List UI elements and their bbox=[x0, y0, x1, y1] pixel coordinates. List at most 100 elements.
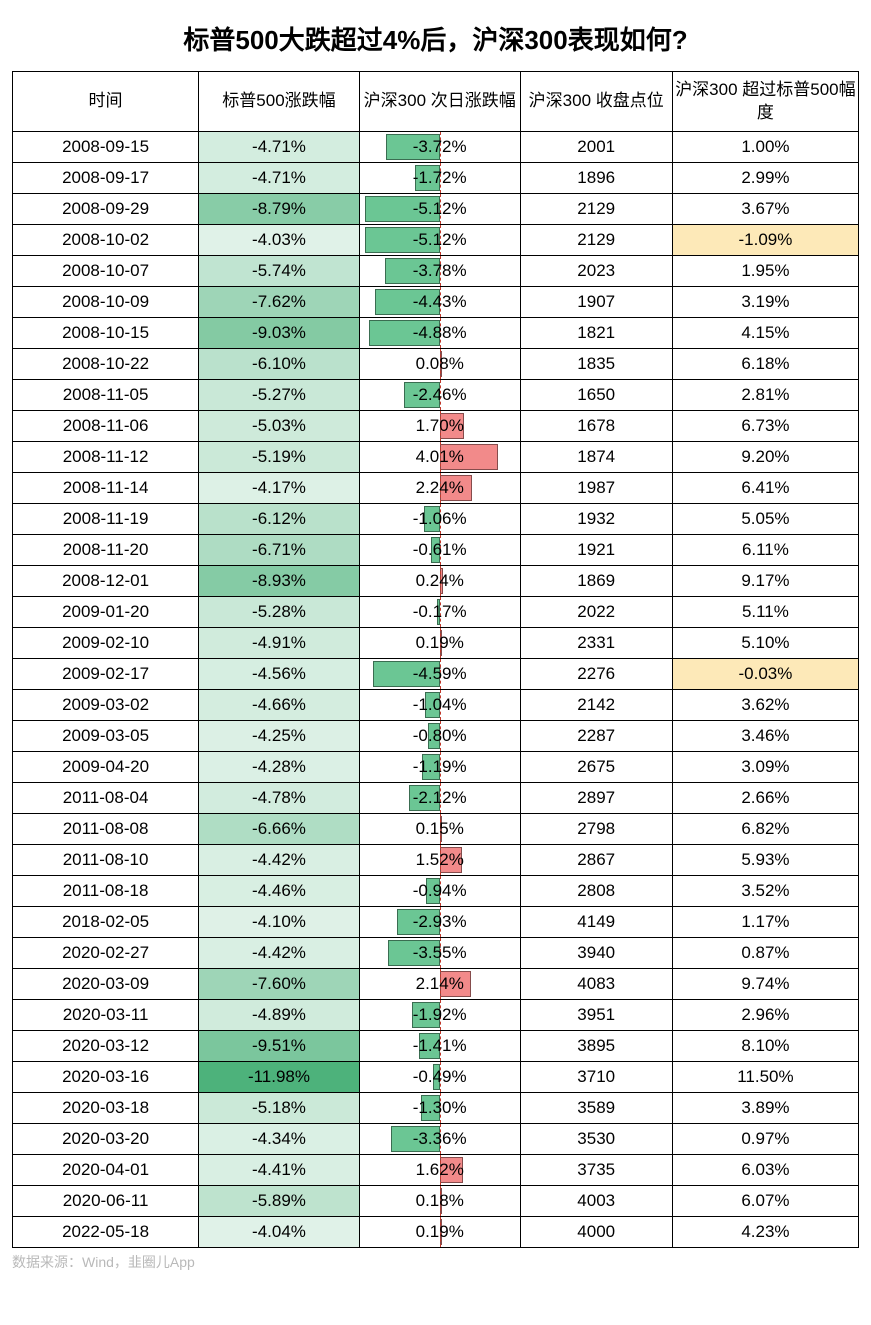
cell-csi-nextday: 1.62% bbox=[359, 1155, 520, 1186]
cell-excess: 1.17% bbox=[672, 907, 858, 938]
table-row: 2020-03-18-5.18%-1.30%35893.89% bbox=[13, 1093, 859, 1124]
table-row: 2008-09-29-8.79%-5.12%21293.67% bbox=[13, 194, 859, 225]
table-row: 2020-03-20-4.34%-3.36%35300.97% bbox=[13, 1124, 859, 1155]
table-row: 2009-01-20-5.28%-0.17%20225.11% bbox=[13, 597, 859, 628]
cell-csi-nextday: 2.14% bbox=[359, 969, 520, 1000]
cell-excess: 4.23% bbox=[672, 1217, 858, 1248]
cell-close: 4000 bbox=[520, 1217, 672, 1248]
cell-excess: 2.81% bbox=[672, 380, 858, 411]
cell-date: 2008-12-01 bbox=[13, 566, 199, 597]
cell-excess: 2.99% bbox=[672, 163, 858, 194]
cell-csi-nextday: -0.80% bbox=[359, 721, 520, 752]
table-row: 2020-03-09-7.60%2.14%40839.74% bbox=[13, 969, 859, 1000]
cell-date: 2008-10-09 bbox=[13, 287, 199, 318]
cell-sp500: -4.89% bbox=[199, 1000, 360, 1031]
cell-date: 2008-11-20 bbox=[13, 535, 199, 566]
cell-csi-nextday: -3.78% bbox=[359, 256, 520, 287]
cell-csi-nextday: -0.49% bbox=[359, 1062, 520, 1093]
cell-close: 2001 bbox=[520, 132, 672, 163]
cell-close: 3735 bbox=[520, 1155, 672, 1186]
cell-date: 2008-11-05 bbox=[13, 380, 199, 411]
table-row: 2008-10-07-5.74%-3.78%20231.95% bbox=[13, 256, 859, 287]
cell-sp500: -8.93% bbox=[199, 566, 360, 597]
cell-excess: 6.82% bbox=[672, 814, 858, 845]
col-excess: 沪深300 超过标普500幅度 bbox=[672, 72, 858, 132]
cell-close: 2142 bbox=[520, 690, 672, 721]
cell-date: 2020-03-20 bbox=[13, 1124, 199, 1155]
cell-sp500: -9.51% bbox=[199, 1031, 360, 1062]
cell-csi-nextday: 0.18% bbox=[359, 1186, 520, 1217]
table-row: 2008-12-01-8.93%0.24%18699.17% bbox=[13, 566, 859, 597]
cell-csi-nextday: -4.59% bbox=[359, 659, 520, 690]
cell-csi-nextday: -5.12% bbox=[359, 194, 520, 225]
table-row: 2008-11-19-6.12%-1.06%19325.05% bbox=[13, 504, 859, 535]
cell-sp500: -6.12% bbox=[199, 504, 360, 535]
cell-csi-nextday: -1.04% bbox=[359, 690, 520, 721]
table-row: 2009-04-20-4.28%-1.19%26753.09% bbox=[13, 752, 859, 783]
cell-csi-nextday: -1.92% bbox=[359, 1000, 520, 1031]
cell-close: 3940 bbox=[520, 938, 672, 969]
cell-sp500: -9.03% bbox=[199, 318, 360, 349]
cell-date: 2020-03-16 bbox=[13, 1062, 199, 1093]
cell-close: 2023 bbox=[520, 256, 672, 287]
cell-close: 2287 bbox=[520, 721, 672, 752]
cell-date: 2020-03-12 bbox=[13, 1031, 199, 1062]
cell-excess: 5.11% bbox=[672, 597, 858, 628]
cell-close: 1835 bbox=[520, 349, 672, 380]
cell-date: 2020-06-11 bbox=[13, 1186, 199, 1217]
cell-close: 1907 bbox=[520, 287, 672, 318]
cell-sp500: -6.71% bbox=[199, 535, 360, 566]
cell-date: 2011-08-08 bbox=[13, 814, 199, 845]
cell-excess: 3.52% bbox=[672, 876, 858, 907]
cell-sp500: -4.34% bbox=[199, 1124, 360, 1155]
cell-csi-nextday: -2.93% bbox=[359, 907, 520, 938]
table-row: 2020-03-12-9.51%-1.41%38958.10% bbox=[13, 1031, 859, 1062]
cell-date: 2008-11-12 bbox=[13, 442, 199, 473]
cell-close: 2808 bbox=[520, 876, 672, 907]
cell-date: 2011-08-10 bbox=[13, 845, 199, 876]
table-row: 2009-02-10-4.91%0.19%23315.10% bbox=[13, 628, 859, 659]
cell-csi-nextday: 4.01% bbox=[359, 442, 520, 473]
cell-date: 2008-09-17 bbox=[13, 163, 199, 194]
table-row: 2008-11-14-4.17%2.24%19876.41% bbox=[13, 473, 859, 504]
cell-excess: 8.10% bbox=[672, 1031, 858, 1062]
table-row: 2011-08-10-4.42%1.52%28675.93% bbox=[13, 845, 859, 876]
cell-excess: 9.74% bbox=[672, 969, 858, 1000]
cell-close: 2897 bbox=[520, 783, 672, 814]
cell-date: 2018-02-05 bbox=[13, 907, 199, 938]
page-title: 标普500大跌超过4%后，沪深300表现如何? bbox=[12, 20, 859, 57]
cell-sp500: -5.89% bbox=[199, 1186, 360, 1217]
cell-excess: 3.89% bbox=[672, 1093, 858, 1124]
data-source: 数据来源：Wind，韭圈儿App bbox=[12, 1252, 859, 1272]
cell-sp500: -5.74% bbox=[199, 256, 360, 287]
cell-csi-nextday: -2.46% bbox=[359, 380, 520, 411]
cell-csi-nextday: 0.15% bbox=[359, 814, 520, 845]
cell-date: 2008-10-02 bbox=[13, 225, 199, 256]
cell-sp500: -4.41% bbox=[199, 1155, 360, 1186]
cell-date: 2009-01-20 bbox=[13, 597, 199, 628]
cell-close: 1874 bbox=[520, 442, 672, 473]
cell-excess: 4.15% bbox=[672, 318, 858, 349]
cell-csi-nextday: 0.19% bbox=[359, 628, 520, 659]
cell-sp500: -5.19% bbox=[199, 442, 360, 473]
cell-excess: 3.19% bbox=[672, 287, 858, 318]
cell-date: 2008-09-29 bbox=[13, 194, 199, 225]
cell-sp500: -6.10% bbox=[199, 349, 360, 380]
cell-sp500: -5.03% bbox=[199, 411, 360, 442]
cell-sp500: -4.03% bbox=[199, 225, 360, 256]
cell-sp500: -4.42% bbox=[199, 845, 360, 876]
table-row: 2009-02-17-4.56%-4.59%2276-0.03% bbox=[13, 659, 859, 690]
cell-excess: 6.73% bbox=[672, 411, 858, 442]
table-row: 2020-04-01-4.41%1.62%37356.03% bbox=[13, 1155, 859, 1186]
table-row: 2018-02-05-4.10%-2.93%41491.17% bbox=[13, 907, 859, 938]
cell-close: 2022 bbox=[520, 597, 672, 628]
table-row: 2008-10-02-4.03%-5.12%2129-1.09% bbox=[13, 225, 859, 256]
cell-close: 3530 bbox=[520, 1124, 672, 1155]
cell-close: 2675 bbox=[520, 752, 672, 783]
cell-close: 1821 bbox=[520, 318, 672, 349]
cell-csi-nextday: -3.72% bbox=[359, 132, 520, 163]
cell-close: 2129 bbox=[520, 194, 672, 225]
cell-close: 2129 bbox=[520, 225, 672, 256]
cell-excess: 6.11% bbox=[672, 535, 858, 566]
cell-csi-nextday: -4.43% bbox=[359, 287, 520, 318]
